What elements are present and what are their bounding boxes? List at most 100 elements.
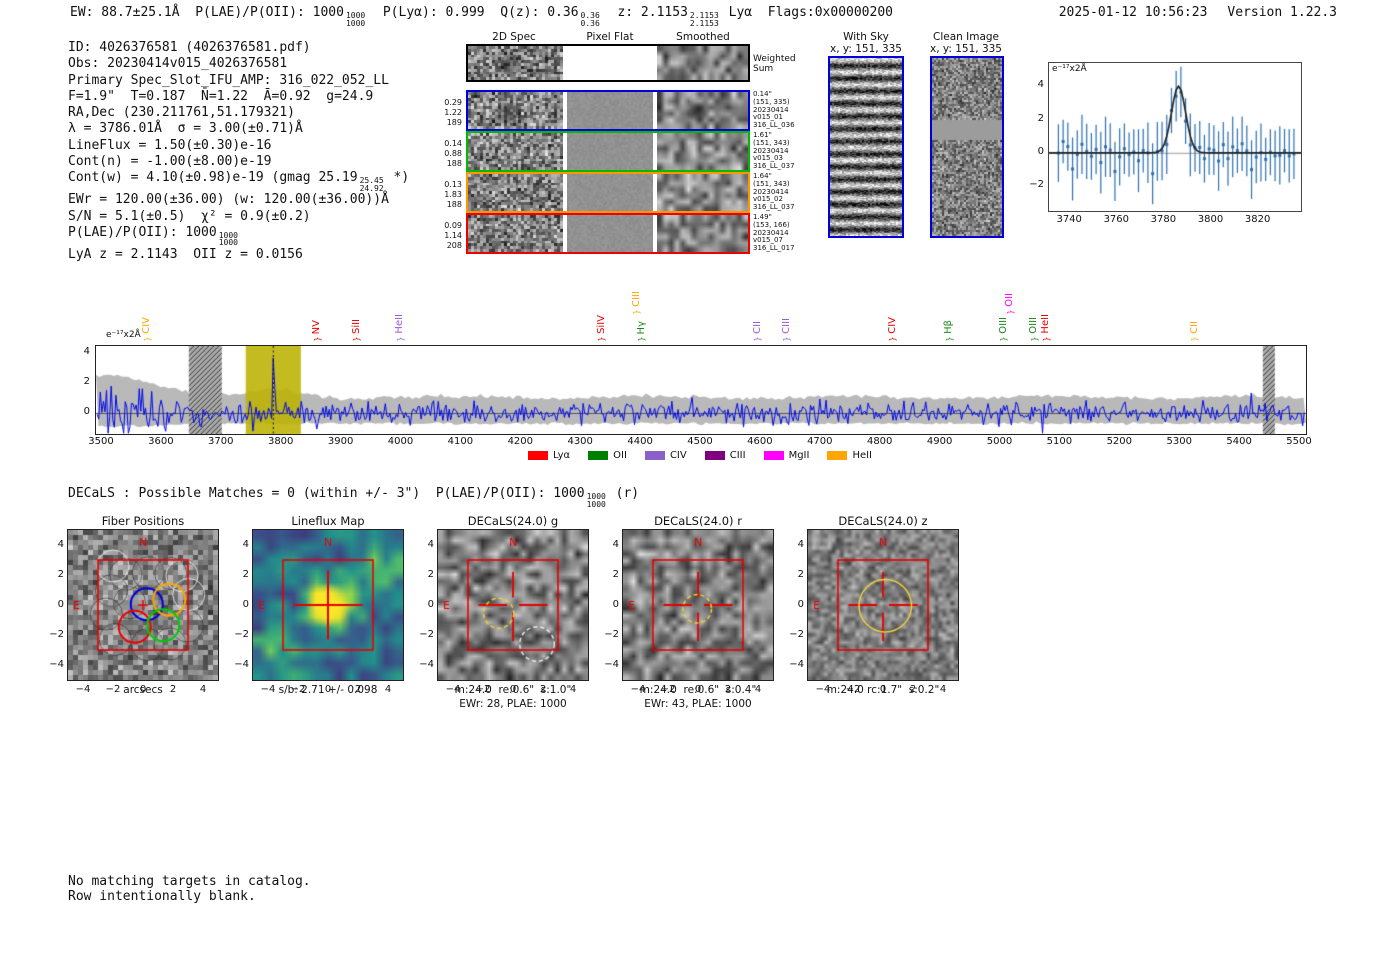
- line-fit-canvas: [1049, 63, 1301, 211]
- cutout-x-tick: 0: [509, 684, 517, 695]
- cutout-y-tick: 2: [242, 569, 249, 580]
- info-line: Cont(n) = -1.00(±8.00)e-19: [68, 154, 272, 170]
- x-axis-tick: 3500: [88, 436, 114, 447]
- cutout-y-tick: 0: [427, 599, 434, 610]
- panel-caption: m:24.0 re:0.6" s:1.0": [454, 684, 572, 696]
- x-axis-tick: 3700: [208, 436, 234, 447]
- smoothed-image: [657, 92, 748, 129]
- x-axis-tick: 3900: [327, 436, 354, 447]
- x-axis-tick: 4200: [507, 436, 534, 447]
- legend-label: HeII: [852, 450, 873, 461]
- spectrum-legend: Lyα OII CIV CIII MgII HeII: [95, 450, 1305, 461]
- brace-marker: {: [632, 309, 642, 315]
- spectrum-units-label: e⁻¹⁷x2Å: [106, 330, 141, 340]
- lineflux-map-image: [252, 529, 404, 681]
- inset-x-tick: 3740: [1056, 214, 1082, 225]
- cutout-x-tick: 4: [754, 684, 762, 695]
- brace-marker: {: [753, 336, 763, 342]
- smoothed-image: [657, 174, 748, 211]
- report-datetime: 2025-01-12 10:56:23: [1058, 5, 1208, 20]
- panel-caption: s/b: 2.71 +/- 0.098: [278, 684, 378, 696]
- detection-info-block: ID: 4026376581 (4026376581.pdf) Obs: 2023…: [68, 40, 409, 263]
- stacked-fraction: 1000 1000: [586, 492, 606, 509]
- panel-caption: arcsecs: [123, 684, 163, 696]
- spec2d-image: [468, 133, 563, 170]
- legend-label: MgII: [788, 450, 810, 461]
- cutout-x-tick: −2: [105, 684, 121, 695]
- emission-line-label: OII{: [1004, 293, 1016, 315]
- inset-y-tick: 2: [1037, 112, 1044, 124]
- cutout-y-tick: 4: [797, 539, 804, 550]
- column-header-2dspec: 2D Spec: [492, 31, 536, 43]
- panel-title: Fiber Positions: [101, 514, 185, 528]
- x-axis-tick: 3800: [267, 436, 294, 447]
- cutout-y-tick: 0: [57, 599, 64, 610]
- row-label: Weighted: [753, 54, 796, 64]
- legend-swatch: [588, 451, 609, 460]
- legend-item: OII: [588, 450, 627, 461]
- panel-title: DECaLS(24.0) g: [467, 514, 559, 528]
- x-axis-tick: 5200: [1106, 436, 1133, 447]
- decals-r-image: [622, 529, 774, 681]
- emission-line-label: OIII{: [1028, 317, 1040, 342]
- footer-line-1: No matching targets in catalog.: [68, 874, 311, 889]
- cutout-y-tick: 0: [797, 599, 804, 610]
- cutout-x-tick: 2: [539, 684, 547, 695]
- stacked-fraction: 1000 1000: [218, 230, 238, 248]
- cutout-x-tick: −2: [660, 684, 676, 695]
- legend-item: MgII: [763, 450, 810, 461]
- cutout-y-tick: 2: [797, 569, 804, 580]
- cutout-x-tick: −2: [475, 684, 491, 695]
- stacked-fraction: 25.45 24.92: [359, 176, 384, 193]
- spec2d-image: [468, 215, 563, 252]
- legend-label: CIII: [729, 450, 746, 461]
- decals-match-line: DECaLS : Possible Matches = 0 (within +/…: [68, 486, 640, 509]
- cutout-y-tick: −2: [789, 629, 804, 640]
- emission-line-label: CII{: [751, 321, 763, 342]
- x-axis-tick: 4700: [807, 436, 833, 447]
- inset-y-tick: 0: [1037, 145, 1044, 157]
- cutout-y-tick: 4: [427, 539, 434, 550]
- legend-label: Lyα: [552, 450, 571, 461]
- cutout-x-tick: −4: [75, 684, 91, 695]
- cutout-x-tick: 4: [939, 684, 947, 695]
- withsky-panel: [828, 56, 904, 238]
- legend-item: Lyα: [527, 450, 571, 461]
- cutout-y-tick: 0: [612, 599, 619, 610]
- emission-line-label: SiIV{: [595, 315, 607, 342]
- legend-swatch: [827, 451, 848, 460]
- y-axis-tick: 2: [83, 376, 90, 387]
- x-axis-tick: 5000: [986, 436, 1013, 447]
- stacked-fraction: 2.1153 2.1153: [689, 11, 719, 28]
- cleanimage-title: Clean Image: [932, 31, 1000, 43]
- brace-marker: {: [1042, 336, 1052, 342]
- spec2d-image: [468, 46, 563, 80]
- cutout-y-tick: 4: [57, 539, 64, 550]
- spec2d-image: [468, 92, 563, 129]
- cutout-y-tick: −2: [419, 629, 434, 640]
- inset-y-tick: 4: [1037, 79, 1044, 91]
- emission-line-label: HeII{: [1040, 314, 1052, 342]
- cutout-x-tick: 4: [569, 684, 577, 695]
- cutout-x-tick: 4: [199, 684, 207, 695]
- cutout-y-tick: 2: [612, 569, 619, 580]
- brace-marker: {: [143, 336, 153, 342]
- x-axis-tick: 5500: [1286, 436, 1312, 447]
- cutout-x-tick: 2: [354, 684, 362, 695]
- withsky-title: With Sky: [843, 31, 889, 43]
- cutout-y-tick: −4: [49, 659, 64, 670]
- cutout-y-tick: −2: [234, 629, 249, 640]
- inset-y-tick: −2: [1029, 179, 1044, 191]
- x-axis-tick: 5400: [1226, 436, 1252, 447]
- full-spectrum-plot: [95, 345, 1307, 435]
- cleanimage-panel: [930, 56, 1004, 238]
- cutout-y-tick: −4: [789, 659, 804, 670]
- cutout-y-tick: 2: [427, 569, 434, 580]
- x-axis-tick: 4800: [866, 436, 893, 447]
- brace-marker: {: [352, 336, 362, 342]
- x-axis-tick: 5100: [1046, 436, 1073, 447]
- emission-line-label: CIV{: [886, 317, 898, 342]
- x-axis-tick: 5300: [1166, 436, 1192, 447]
- brace-marker: {: [782, 336, 792, 342]
- full-spectrum-canvas: [96, 346, 1306, 434]
